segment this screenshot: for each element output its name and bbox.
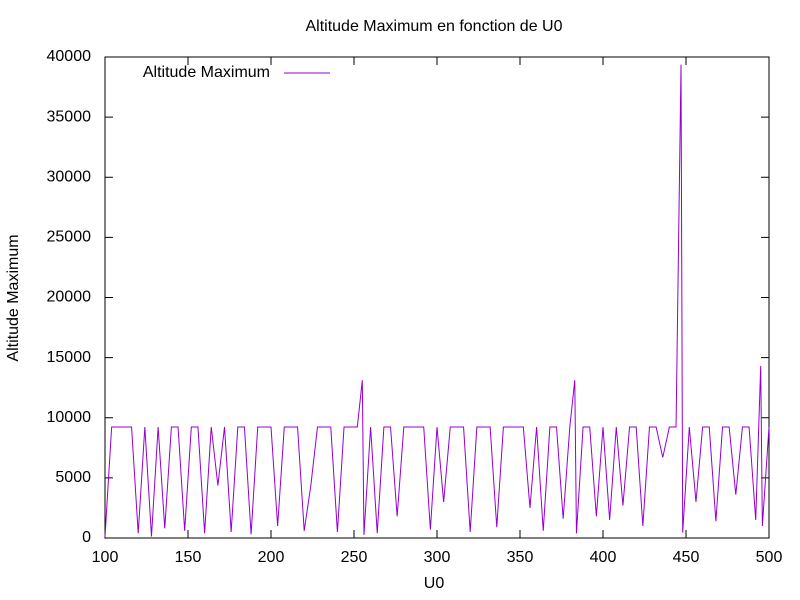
x-tick-label: 100 (92, 549, 119, 566)
legend-label: Altitude Maximum (143, 64, 270, 81)
x-tick-label: 250 (341, 549, 368, 566)
y-tick-label: 0 (82, 529, 91, 546)
y-tick-label: 20000 (47, 289, 92, 306)
y-tick-label: 15000 (47, 349, 92, 366)
x-tick-label: 150 (175, 549, 202, 566)
y-tick-label: 30000 (47, 168, 92, 185)
x-tick-label: 350 (507, 549, 534, 566)
data-line (104, 64, 770, 537)
x-axis-label: U0 (424, 575, 445, 592)
chart-title: Altitude Maximum en fonction de U0 (305, 18, 562, 35)
y-tick-label: 10000 (47, 409, 92, 426)
x-tick-label: 450 (673, 549, 700, 566)
y-tick-label: 25000 (47, 229, 92, 246)
x-tick-label: 300 (424, 549, 451, 566)
x-tick-label: 200 (258, 549, 285, 566)
y-tick-label: 5000 (55, 469, 91, 486)
y-tick-label: 40000 (47, 48, 92, 65)
x-tick-label: 500 (756, 549, 783, 566)
x-tick-label: 400 (590, 549, 617, 566)
y-tick-label: 35000 (47, 108, 92, 125)
y-axis-label: Altitude Maximum (5, 234, 22, 361)
